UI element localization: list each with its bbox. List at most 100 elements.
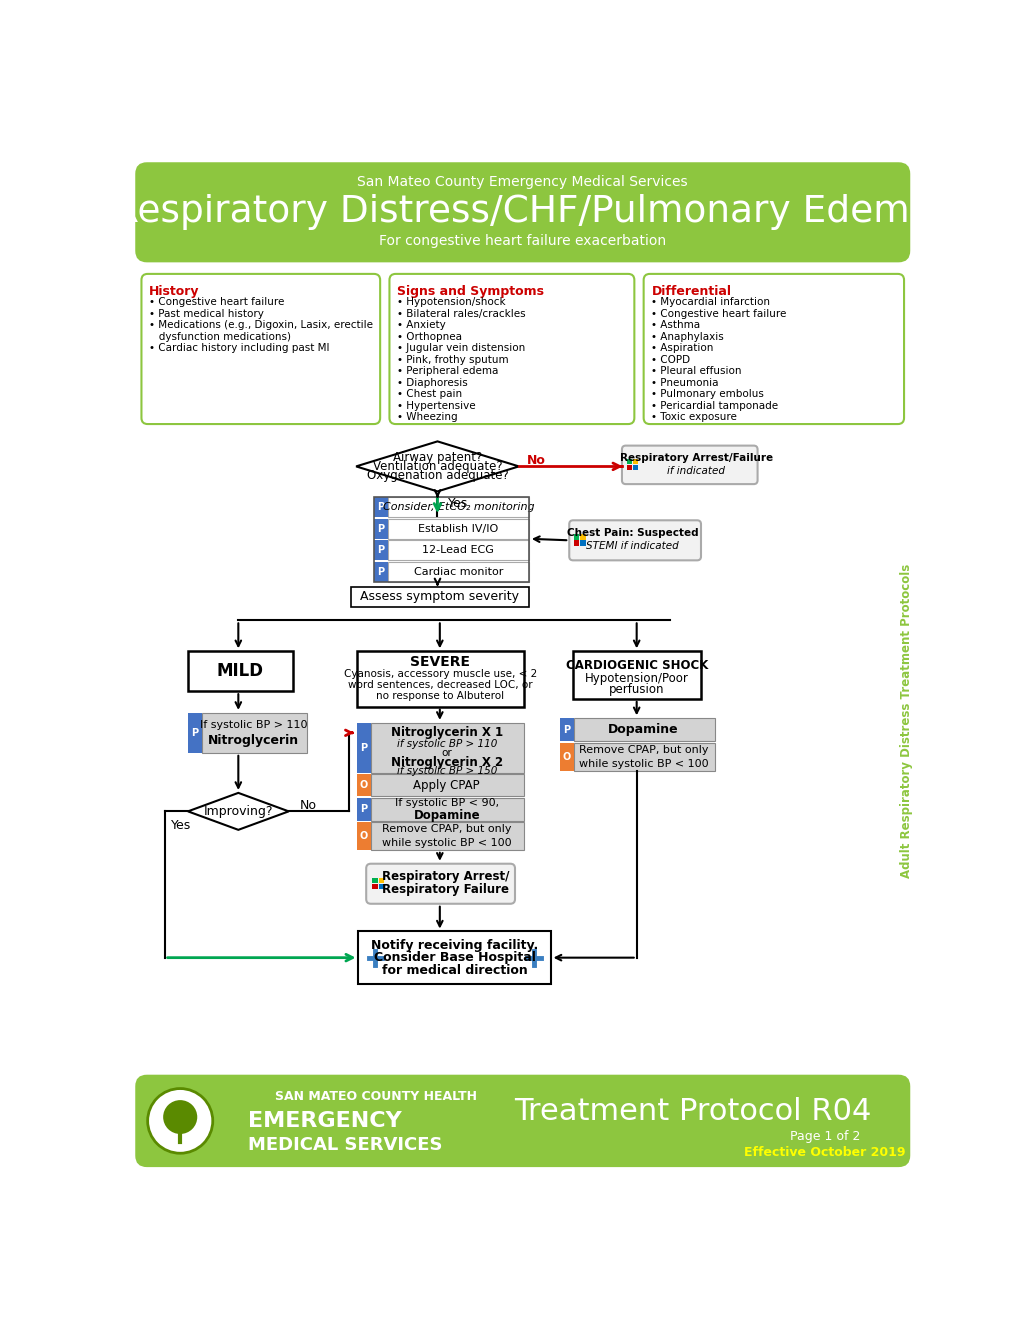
Text: CARDIOGENIC SHOCK: CARDIOGENIC SHOCK — [566, 659, 707, 672]
Text: Oxygenation adequate?: Oxygenation adequate? — [366, 469, 507, 482]
Bar — [371, 822, 523, 850]
Text: • Pericardial tamponade: • Pericardial tamponade — [651, 401, 777, 411]
Text: if indicated: if indicated — [666, 466, 725, 477]
Bar — [387, 562, 529, 582]
Text: while systolic BP < 100: while systolic BP < 100 — [381, 838, 512, 847]
Text: P: P — [192, 727, 199, 738]
Bar — [357, 822, 371, 850]
Text: EMERGENCY: EMERGENCY — [248, 1111, 401, 1131]
FancyBboxPatch shape — [569, 520, 700, 561]
Text: • Bilateral rales/crackles: • Bilateral rales/crackles — [396, 309, 526, 318]
Text: Effective October 2019: Effective October 2019 — [744, 1146, 905, 1159]
Bar — [580, 540, 585, 545]
Text: SEVERE: SEVERE — [410, 655, 470, 669]
Text: Establish IV/IO: Establish IV/IO — [418, 524, 498, 533]
Bar — [626, 465, 632, 470]
Bar — [387, 498, 529, 517]
Text: dysfunction medications): dysfunction medications) — [149, 331, 290, 342]
Bar — [371, 723, 523, 774]
Text: SAN MATEO COUNTY HEALTH: SAN MATEO COUNTY HEALTH — [274, 1090, 476, 1104]
Bar — [357, 723, 371, 774]
FancyBboxPatch shape — [136, 162, 909, 263]
Text: • Pleural effusion: • Pleural effusion — [651, 367, 741, 376]
Text: Assess symptom severity: Assess symptom severity — [360, 590, 519, 603]
Text: 12-Lead ECG: 12-Lead ECG — [422, 545, 494, 556]
Text: • Medications (e.g., Digoxin, Lasix, erectile: • Medications (e.g., Digoxin, Lasix, ere… — [149, 321, 373, 330]
Text: • Chest pain: • Chest pain — [396, 389, 462, 400]
Text: MILD: MILD — [217, 663, 264, 680]
Bar — [374, 519, 387, 539]
Text: no response to Albuterol: no response to Albuterol — [376, 690, 503, 701]
Text: Improving?: Improving? — [204, 805, 273, 818]
Bar — [626, 459, 632, 465]
Text: Respiratory Arrest/Failure: Respiratory Arrest/Failure — [620, 453, 772, 463]
Circle shape — [163, 1100, 197, 1134]
Text: • Congestive heart failure: • Congestive heart failure — [651, 309, 786, 318]
Text: Yes: Yes — [171, 818, 191, 832]
Text: Consider, EtCO₂ monitoring: Consider, EtCO₂ monitoring — [382, 502, 534, 512]
Text: P: P — [377, 545, 384, 556]
Text: Chest Pain: Suspected: Chest Pain: Suspected — [567, 528, 698, 539]
Bar — [202, 713, 307, 752]
Text: Dopamine: Dopamine — [607, 723, 679, 737]
Text: Treatment Protocol R04: Treatment Protocol R04 — [514, 1097, 871, 1126]
Text: Signs and Symptoms: Signs and Symptoms — [396, 285, 544, 298]
FancyBboxPatch shape — [622, 446, 757, 484]
Text: • COPD: • COPD — [651, 355, 690, 364]
Bar — [372, 884, 377, 890]
Text: • Aspiration: • Aspiration — [651, 343, 713, 354]
Bar — [378, 884, 383, 890]
FancyBboxPatch shape — [136, 1074, 909, 1167]
Text: or: or — [441, 748, 451, 758]
Text: • Pneumonia: • Pneumonia — [651, 378, 718, 388]
Bar — [378, 878, 383, 883]
Text: for medical direction: for medical direction — [381, 964, 527, 977]
Bar — [187, 713, 202, 752]
Text: Differential: Differential — [651, 285, 731, 298]
Text: Ventilation adequate?: Ventilation adequate? — [372, 459, 501, 473]
Text: • Peripheral edema: • Peripheral edema — [396, 367, 498, 376]
Text: Dopamine: Dopamine — [413, 809, 480, 822]
Bar — [372, 878, 377, 883]
Text: Respiratory Distress/CHF/Pulmonary Edema: Respiratory Distress/CHF/Pulmonary Edema — [113, 194, 931, 230]
Bar — [374, 540, 387, 561]
Text: • Toxic exposure: • Toxic exposure — [651, 412, 737, 422]
Bar — [374, 498, 387, 517]
FancyBboxPatch shape — [366, 863, 515, 904]
Polygon shape — [187, 793, 288, 830]
Text: • Jugular vein distension: • Jugular vein distension — [396, 343, 525, 354]
Bar — [374, 498, 529, 582]
Text: word sentences, decreased LOC, or: word sentences, decreased LOC, or — [347, 680, 532, 690]
Bar — [387, 540, 529, 561]
Text: • Anxiety: • Anxiety — [396, 321, 445, 330]
Bar — [357, 797, 371, 821]
Text: Respiratory Arrest/: Respiratory Arrest/ — [381, 870, 508, 883]
FancyBboxPatch shape — [643, 275, 903, 424]
Bar — [187, 651, 292, 692]
Text: If systolic BP < 90,: If systolic BP < 90, — [394, 797, 498, 808]
Text: San Mateo County Emergency Medical Services: San Mateo County Emergency Medical Servi… — [357, 174, 688, 189]
Text: • Hypotension/shock: • Hypotension/shock — [396, 297, 505, 308]
FancyBboxPatch shape — [142, 275, 380, 424]
Text: Hypotension/Poor: Hypotension/Poor — [585, 672, 688, 685]
Text: For congestive heart failure exacerbation: For congestive heart failure exacerbatio… — [379, 234, 665, 248]
Text: P: P — [377, 566, 384, 577]
Text: while systolic BP < 100: while systolic BP < 100 — [578, 759, 708, 768]
Text: if systolic BP > 150: if systolic BP > 150 — [396, 767, 496, 776]
Bar — [371, 775, 523, 796]
Text: P: P — [360, 743, 367, 752]
Text: Nitroglycerin X 2: Nitroglycerin X 2 — [390, 755, 502, 768]
Text: P: P — [360, 804, 367, 814]
Text: P: P — [377, 502, 384, 512]
FancyBboxPatch shape — [389, 275, 634, 424]
Text: • Diaphoresis: • Diaphoresis — [396, 378, 468, 388]
Text: Cyanosis, accessory muscle use, < 2: Cyanosis, accessory muscle use, < 2 — [343, 669, 536, 680]
Bar — [573, 651, 700, 700]
Text: • Anaphylaxis: • Anaphylaxis — [651, 331, 723, 342]
Text: O: O — [360, 780, 368, 791]
Bar — [358, 932, 550, 983]
Bar — [559, 718, 574, 742]
Bar — [580, 535, 585, 540]
Polygon shape — [356, 441, 519, 491]
Text: Nitroglycerin X 1: Nitroglycerin X 1 — [390, 726, 502, 739]
